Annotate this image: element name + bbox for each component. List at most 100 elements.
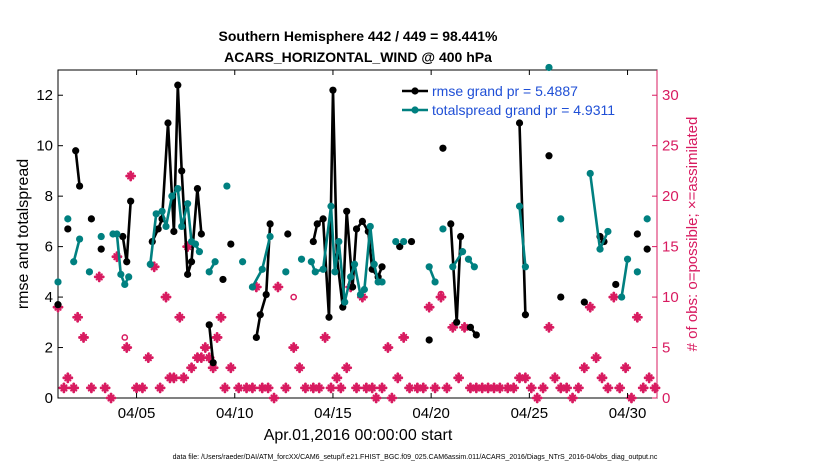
- obs-assimilated-stroke: [368, 384, 376, 392]
- rmse-data-point: [472, 331, 480, 339]
- spread-data-point: [85, 268, 94, 276]
- x-axis-label: Apr.01,2016 00:00:00 start: [264, 427, 453, 444]
- obs-assimilated-marker: [423, 301, 435, 313]
- obs-assimilated-marker: [78, 332, 89, 343]
- obs-assimilated-marker: [382, 342, 394, 353]
- obs-possible-marker: [290, 293, 298, 301]
- legend-spread-marker: [411, 106, 419, 114]
- rmse-data-point: [54, 301, 62, 309]
- rmse-data-point: [184, 270, 192, 278]
- spread-series-line: [620, 259, 629, 298]
- obs-assimilated-marker: [543, 321, 555, 333]
- obs-assimilated-marker: [590, 352, 602, 364]
- data-file-footer: data file: /Users/raeder/DAI/ATM_forcXX/…: [173, 454, 658, 461]
- obs-assimilated-stroke: [598, 374, 606, 382]
- obs-assimilated-stroke: [449, 323, 457, 331]
- obs-assimilated-marker: [121, 342, 133, 353]
- obs-assimilated-stroke: [372, 394, 380, 402]
- obs-assimilated-marker: [199, 342, 211, 353]
- obs-assimilated-marker: [72, 311, 84, 323]
- obs-assimilated-stroke: [490, 384, 498, 392]
- rmse-data-point: [164, 119, 172, 127]
- obs-possible-marker: [121, 334, 129, 341]
- obs-assimilated-marker: [174, 311, 186, 323]
- obs-assimilated-stroke: [388, 394, 396, 402]
- rmse-data-point: [97, 245, 105, 253]
- rmse-data-point: [378, 263, 386, 271]
- obs-assimilated-marker: [215, 311, 227, 323]
- spread-data-point: [618, 293, 626, 301]
- obs-assimilated-marker: [142, 352, 154, 364]
- obs-assimilated-stroke: [343, 364, 351, 372]
- y-tick-label-right: 25: [662, 138, 679, 155]
- spread-data-point: [54, 278, 62, 286]
- rmse-data-point: [127, 197, 135, 205]
- spread-series-line: [518, 206, 527, 267]
- obs-assimilated-stroke: [180, 374, 188, 382]
- spread-data-point: [458, 248, 467, 256]
- obs-assimilated-marker: [578, 362, 590, 374]
- obs-assimilated-marker: [366, 382, 378, 394]
- spread-data-point: [449, 263, 457, 271]
- rmse-data-point: [407, 237, 416, 246]
- spread-data-point: [623, 255, 632, 263]
- obs-assimilated-stroke: [107, 394, 115, 402]
- obs-assimilated-marker: [294, 362, 305, 374]
- spread-data-point: [341, 298, 349, 306]
- spread-data-point: [76, 235, 84, 243]
- y-tick-label-right: 10: [662, 289, 679, 306]
- obs-assimilated-stroke: [60, 384, 68, 392]
- obs-assimilated-stroke: [604, 384, 612, 392]
- rmse-data-point: [174, 81, 182, 89]
- legend-rmse-marker: [411, 87, 419, 95]
- y-tick-label-left: 6: [45, 239, 53, 256]
- x-tick-label: 04/15: [314, 405, 352, 422]
- obs-assimilated-marker: [186, 362, 197, 374]
- y-tick-label-left: 8: [45, 188, 53, 205]
- obs-assimilated-marker: [178, 372, 190, 384]
- spread-data-point: [97, 232, 105, 241]
- rmse-data-point: [256, 311, 264, 319]
- obs-assimilated-stroke: [87, 384, 95, 392]
- obs-assimilated-stroke: [557, 384, 565, 392]
- spread-series-line: [72, 238, 81, 263]
- obs-assimilated-marker: [331, 372, 343, 384]
- obs-assimilated-stroke: [431, 384, 439, 392]
- spread-data-point: [266, 232, 274, 241]
- obs-assimilated-marker: [447, 321, 459, 333]
- spread-data-point: [431, 278, 439, 286]
- rmse-data-point: [262, 290, 270, 299]
- rmse-data-point: [309, 237, 317, 246]
- spread-data-point: [378, 278, 386, 286]
- rmse-data-point: [348, 283, 357, 291]
- obs-assimilated-marker: [453, 372, 465, 384]
- obs-assimilated-stroke: [74, 313, 82, 321]
- spread-data-point: [366, 222, 374, 231]
- obs-assimilated-stroke: [527, 384, 535, 392]
- legend: rmse grand pr = 5.4887 totalspread grand…: [402, 83, 615, 118]
- obs-assimilated-stroke: [248, 384, 257, 392]
- spread-data-point: [195, 248, 204, 256]
- rmse-data-point: [439, 144, 447, 152]
- obs-assimilated-marker: [386, 392, 398, 404]
- x-tick-label: 04/25: [511, 405, 549, 422]
- obs-assimilated-stroke: [472, 384, 480, 392]
- obs-assimilated-stroke: [176, 313, 184, 321]
- obs-assimilated-marker: [219, 382, 231, 394]
- rmse-data-point: [266, 220, 274, 228]
- rmse-data-point: [64, 225, 72, 233]
- rmse-data-point: [119, 232, 127, 241]
- obs-assimilated-stroke: [138, 384, 147, 392]
- obs-assimilated-stroke: [170, 374, 178, 382]
- obs-assimilated-marker: [494, 382, 506, 394]
- rmse-data-point: [358, 217, 367, 225]
- obs-assimilated-stroke: [144, 354, 152, 362]
- spread-data-point: [464, 255, 473, 263]
- rmse-data-point: [205, 321, 213, 329]
- obs-assimilated-stroke: [551, 374, 559, 382]
- obs-assimilated-stroke: [574, 384, 583, 392]
- rmse-data-point: [521, 311, 530, 319]
- obs-assimilated-stroke: [384, 343, 392, 352]
- obs-assimilated-stroke: [132, 384, 141, 392]
- rmse-data-point: [457, 232, 465, 241]
